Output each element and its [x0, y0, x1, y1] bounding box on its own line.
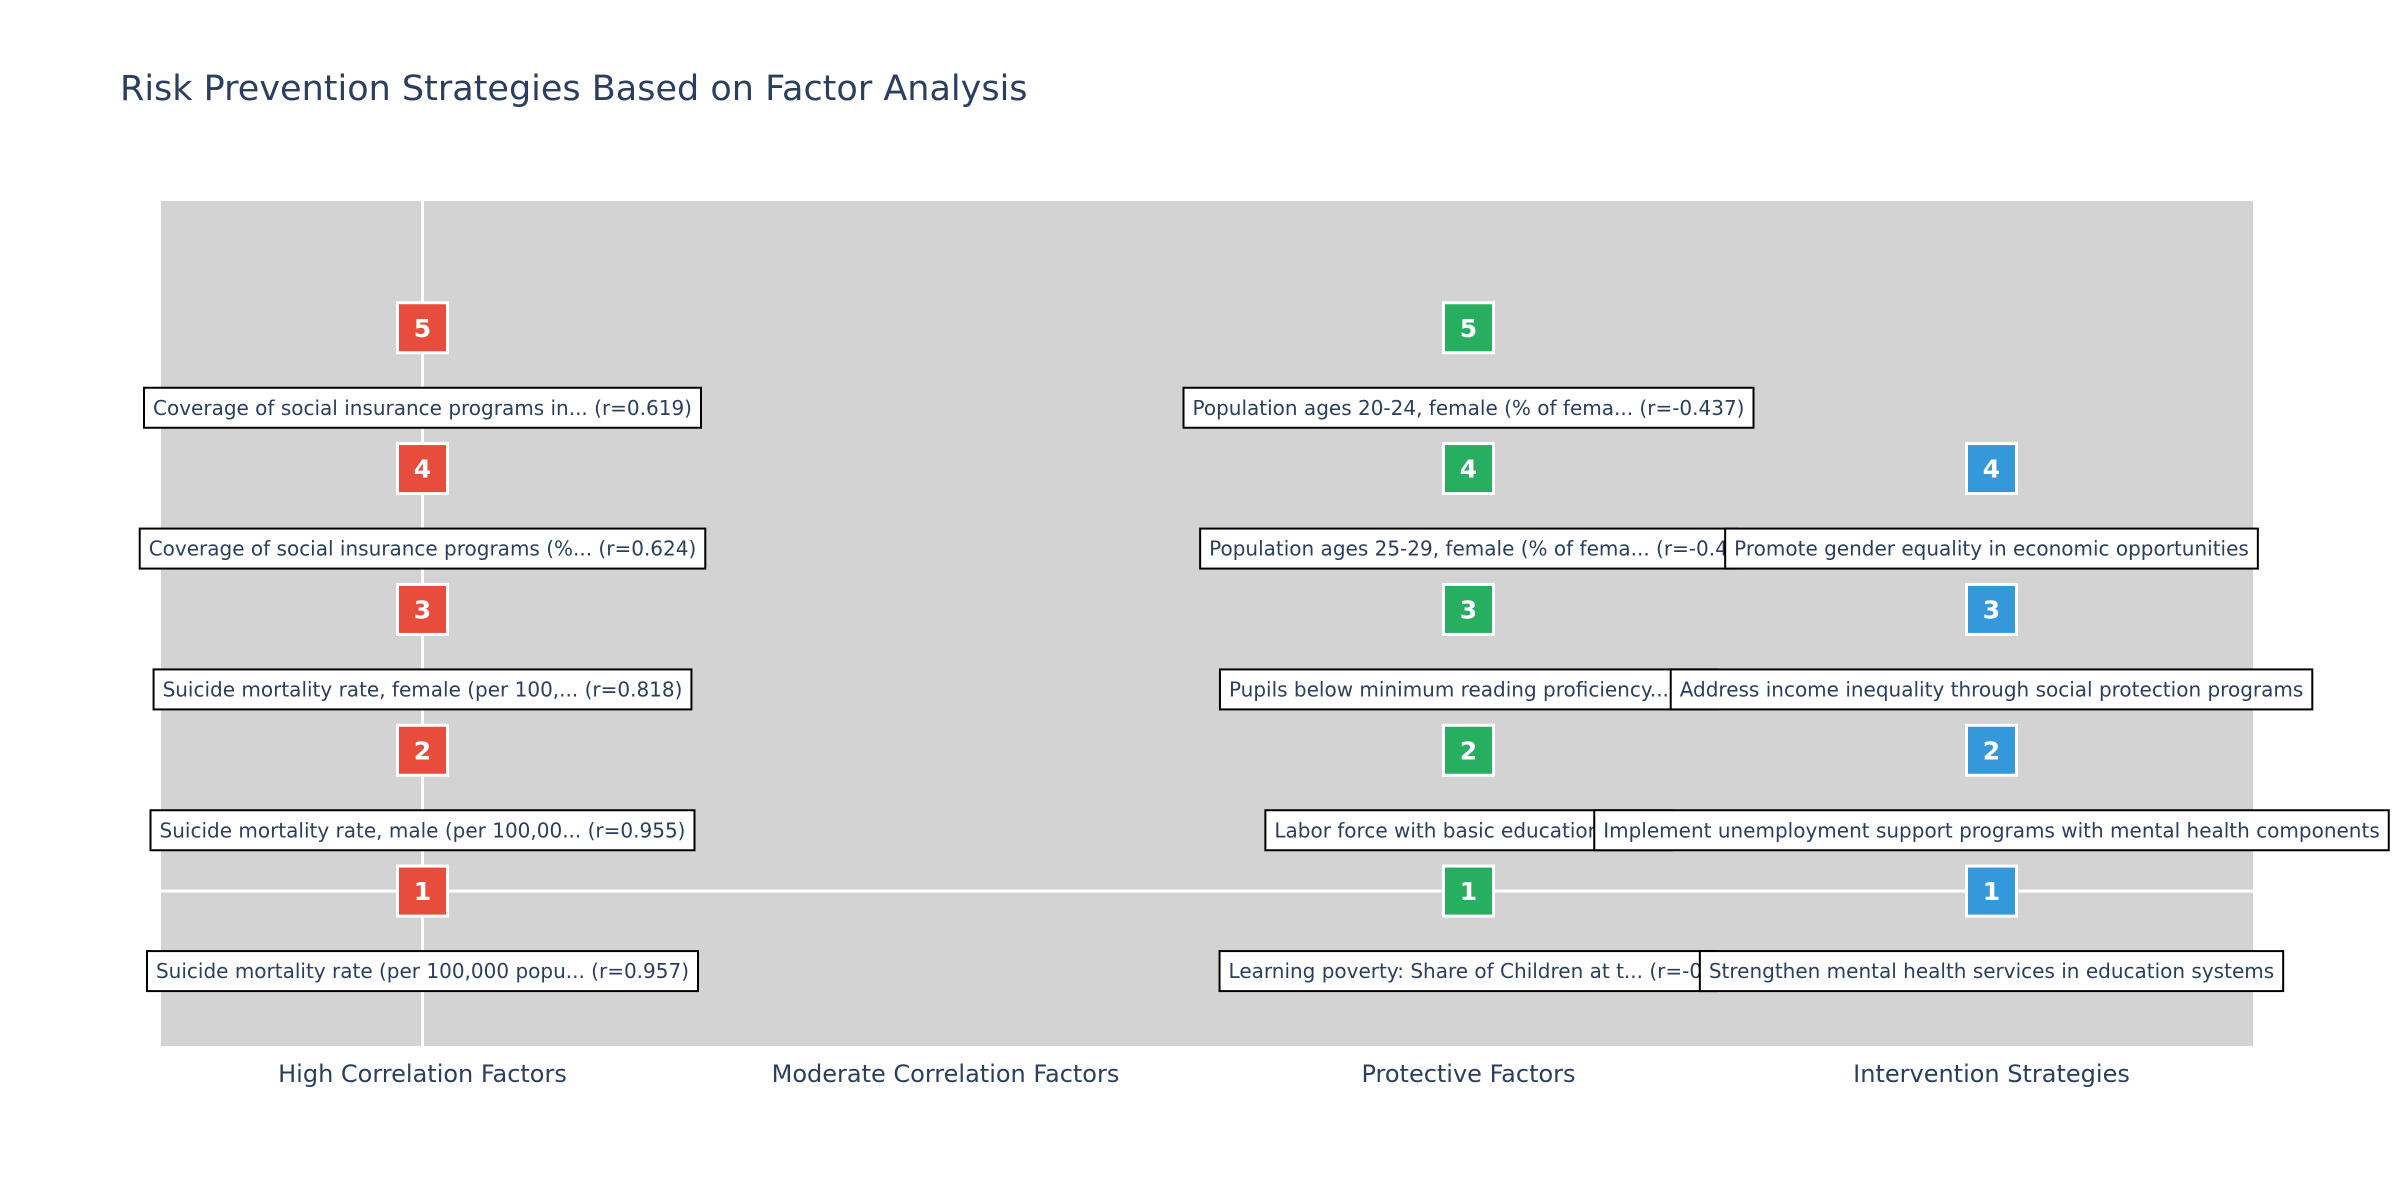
- annotation-text: Coverage of social insurance programs (%…: [149, 537, 697, 561]
- data-point-marker: [396, 582, 449, 636]
- annotation-layer: Suicide mortality rate (per 100,000 popu…: [138, 386, 2390, 993]
- data-point-marker: [1965, 442, 2018, 496]
- data-point-rank: 4: [414, 455, 431, 484]
- annotation-text: Learning poverty: Share of Children at t…: [1229, 959, 1709, 983]
- annotation-box: [138, 527, 707, 570]
- data-point-annotation: Suicide mortality rate, male (per 100,00…: [149, 809, 696, 852]
- data-point-rank: 5: [414, 314, 431, 343]
- annotation-box: [149, 809, 696, 852]
- data-point-annotation: Coverage of social insurance programs (%…: [138, 527, 707, 570]
- annotation-text: Suicide mortality rate, male (per 100,00…: [160, 818, 686, 842]
- annotation-text: Implement unemployment support programs …: [1603, 818, 2380, 842]
- annotation-text: Address income inequality through social…: [1680, 677, 2304, 701]
- data-point-annotation: Promote gender equality in economic oppo…: [1724, 527, 2259, 570]
- data-point-rank: 5: [1460, 314, 1477, 343]
- data-point-rank: 2: [414, 736, 431, 765]
- data-point-marker: [1442, 723, 1495, 777]
- data-point-rank: 1: [1460, 877, 1477, 906]
- data-point-marker: [1442, 864, 1495, 918]
- data-point-rank: 3: [1983, 595, 2000, 624]
- data-point-annotation: Implement unemployment support programs …: [1593, 809, 2390, 852]
- annotation-box: [1698, 950, 2285, 993]
- data-point-annotation: Pupils below minimum reading proficiency…: [1218, 668, 1719, 711]
- annotation-text: Promote gender equality in economic oppo…: [1734, 537, 2249, 561]
- data-point-rank: 3: [414, 595, 431, 624]
- annotation-box: [1724, 527, 2259, 570]
- annotation-box: [1199, 527, 1738, 570]
- x-tick-label: High Correlation Factors: [278, 1060, 567, 1088]
- data-point-marker: [1442, 442, 1495, 496]
- annotation-box: [1218, 668, 1719, 711]
- data-point-rank: 2: [1460, 736, 1477, 765]
- data-point-marker: [396, 442, 449, 496]
- annotation-box: [1669, 668, 2314, 711]
- x-tick-label: Protective Factors: [1361, 1060, 1575, 1088]
- data-point-annotation: Population ages 20-24, female (% of fema…: [1182, 386, 1755, 429]
- annotation-text: Strengthen mental health services in edu…: [1709, 959, 2274, 983]
- annotation-text: Suicide mortality rate (per 100,000 popu…: [156, 959, 689, 983]
- data-point-annotation: Suicide mortality rate (per 100,000 popu…: [145, 950, 700, 993]
- annotation-text: Population ages 25-29, female (% of fema…: [1209, 537, 1728, 561]
- data-point-marker: [1965, 723, 2018, 777]
- data-point-rank: 4: [1460, 455, 1477, 484]
- chart-title: Risk Prevention Strategies Based on Fact…: [120, 69, 1028, 109]
- annotation-text: Suicide mortality rate, female (per 100,…: [163, 677, 683, 701]
- data-point-annotation: Learning poverty: Share of Children at t…: [1218, 950, 1719, 993]
- annotation-box: [1593, 809, 2390, 852]
- data-point-annotation: Strengthen mental health services in edu…: [1698, 950, 2285, 993]
- data-point-marker: [396, 723, 449, 777]
- annotation-text: Coverage of social insurance programs in…: [153, 396, 692, 420]
- annotation-text: Population ages 20-24, female (% of fema…: [1193, 396, 1745, 420]
- annotation-box: [145, 950, 700, 993]
- data-point-rank: 4: [1983, 455, 2000, 484]
- data-point-annotation: Coverage of social insurance programs in…: [143, 386, 702, 429]
- data-point-rank: 2: [1983, 736, 2000, 765]
- annotation-text: Pupils below minimum reading proficiency…: [1229, 677, 1708, 701]
- x-tick-label: Moderate Correlation Factors: [772, 1060, 1120, 1088]
- data-point-marker: [1442, 582, 1495, 636]
- data-point-rank: 1: [414, 877, 431, 906]
- annotation-box: [143, 386, 702, 429]
- data-point-marker: [1965, 864, 2018, 918]
- data-point-marker: [1965, 582, 2018, 636]
- annotation-box: [152, 668, 693, 711]
- data-point-annotation: Address income inequality through social…: [1669, 668, 2314, 711]
- data-point-marker: [1442, 301, 1495, 355]
- x-tick-label: Intervention Strategies: [1853, 1060, 2130, 1088]
- data-point-marker: [396, 301, 449, 355]
- annotation-box: [1182, 386, 1755, 429]
- plot-background: [161, 201, 2253, 1046]
- data-point-annotation: Population ages 25-29, female (% of fema…: [1199, 527, 1738, 570]
- data-point-rank: 1: [1983, 877, 2000, 906]
- data-point-marker: [396, 864, 449, 918]
- data-point-rank: 3: [1460, 595, 1477, 624]
- data-point-annotation: Suicide mortality rate, female (per 100,…: [152, 668, 693, 711]
